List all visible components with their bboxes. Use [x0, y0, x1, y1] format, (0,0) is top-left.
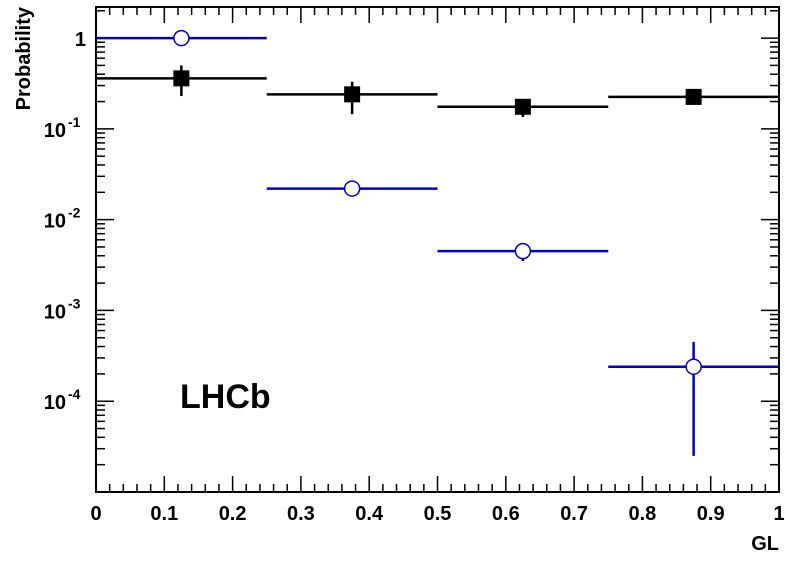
data-point-circle	[343, 180, 361, 197]
y-tick-label: 10	[44, 211, 66, 233]
axis-ticks	[95, 7, 780, 493]
x-tick-label: 0.3	[287, 503, 315, 525]
x-tick-label: 0.7	[560, 503, 588, 525]
x-tick-label: 0.2	[219, 503, 247, 525]
plot-frame	[95, 6, 780, 493]
y-tick-label: 10	[44, 392, 66, 414]
x-axis-label: GL	[751, 533, 779, 555]
x-tick-label: 0.5	[424, 503, 452, 525]
x-tick-label: 1	[773, 503, 784, 525]
data-point-circle	[685, 358, 702, 375]
data-point-square	[514, 98, 531, 115]
y-tick-label: 1	[75, 29, 86, 51]
y-tick-label-exponent: -4	[68, 386, 81, 402]
x-tick-label: 0.1	[150, 503, 178, 525]
data-point-square	[685, 88, 702, 105]
y-tick-label-exponent: -1	[68, 114, 81, 130]
x-tick-label: 0.9	[697, 503, 725, 525]
x-tick-label: 0.6	[492, 503, 520, 525]
x-tick-label: 0.4	[355, 503, 384, 525]
y-tick-label: 10	[44, 120, 66, 142]
tick-labels: 0 0.1 0.2 0.3 0.4 0.5 0.6 0.7 0.8 0.9 1110-110-210…	[44, 29, 785, 525]
data-point-square	[173, 70, 190, 87]
x-tick-label: 0	[90, 503, 101, 525]
y-tick-label-exponent: -2	[68, 205, 81, 221]
y-tick-label-exponent: -3	[68, 295, 81, 311]
data-point-circle	[514, 242, 532, 260]
data-layer	[96, 29, 779, 456]
data-point-square	[344, 86, 361, 103]
y-tick-label: 10	[44, 301, 66, 323]
data-point-circle	[173, 29, 190, 47]
y-axis-label: Probability	[13, 6, 35, 110]
lhcb-annotation: LHCb	[180, 378, 271, 416]
x-tick-label: 0.8	[628, 503, 656, 525]
